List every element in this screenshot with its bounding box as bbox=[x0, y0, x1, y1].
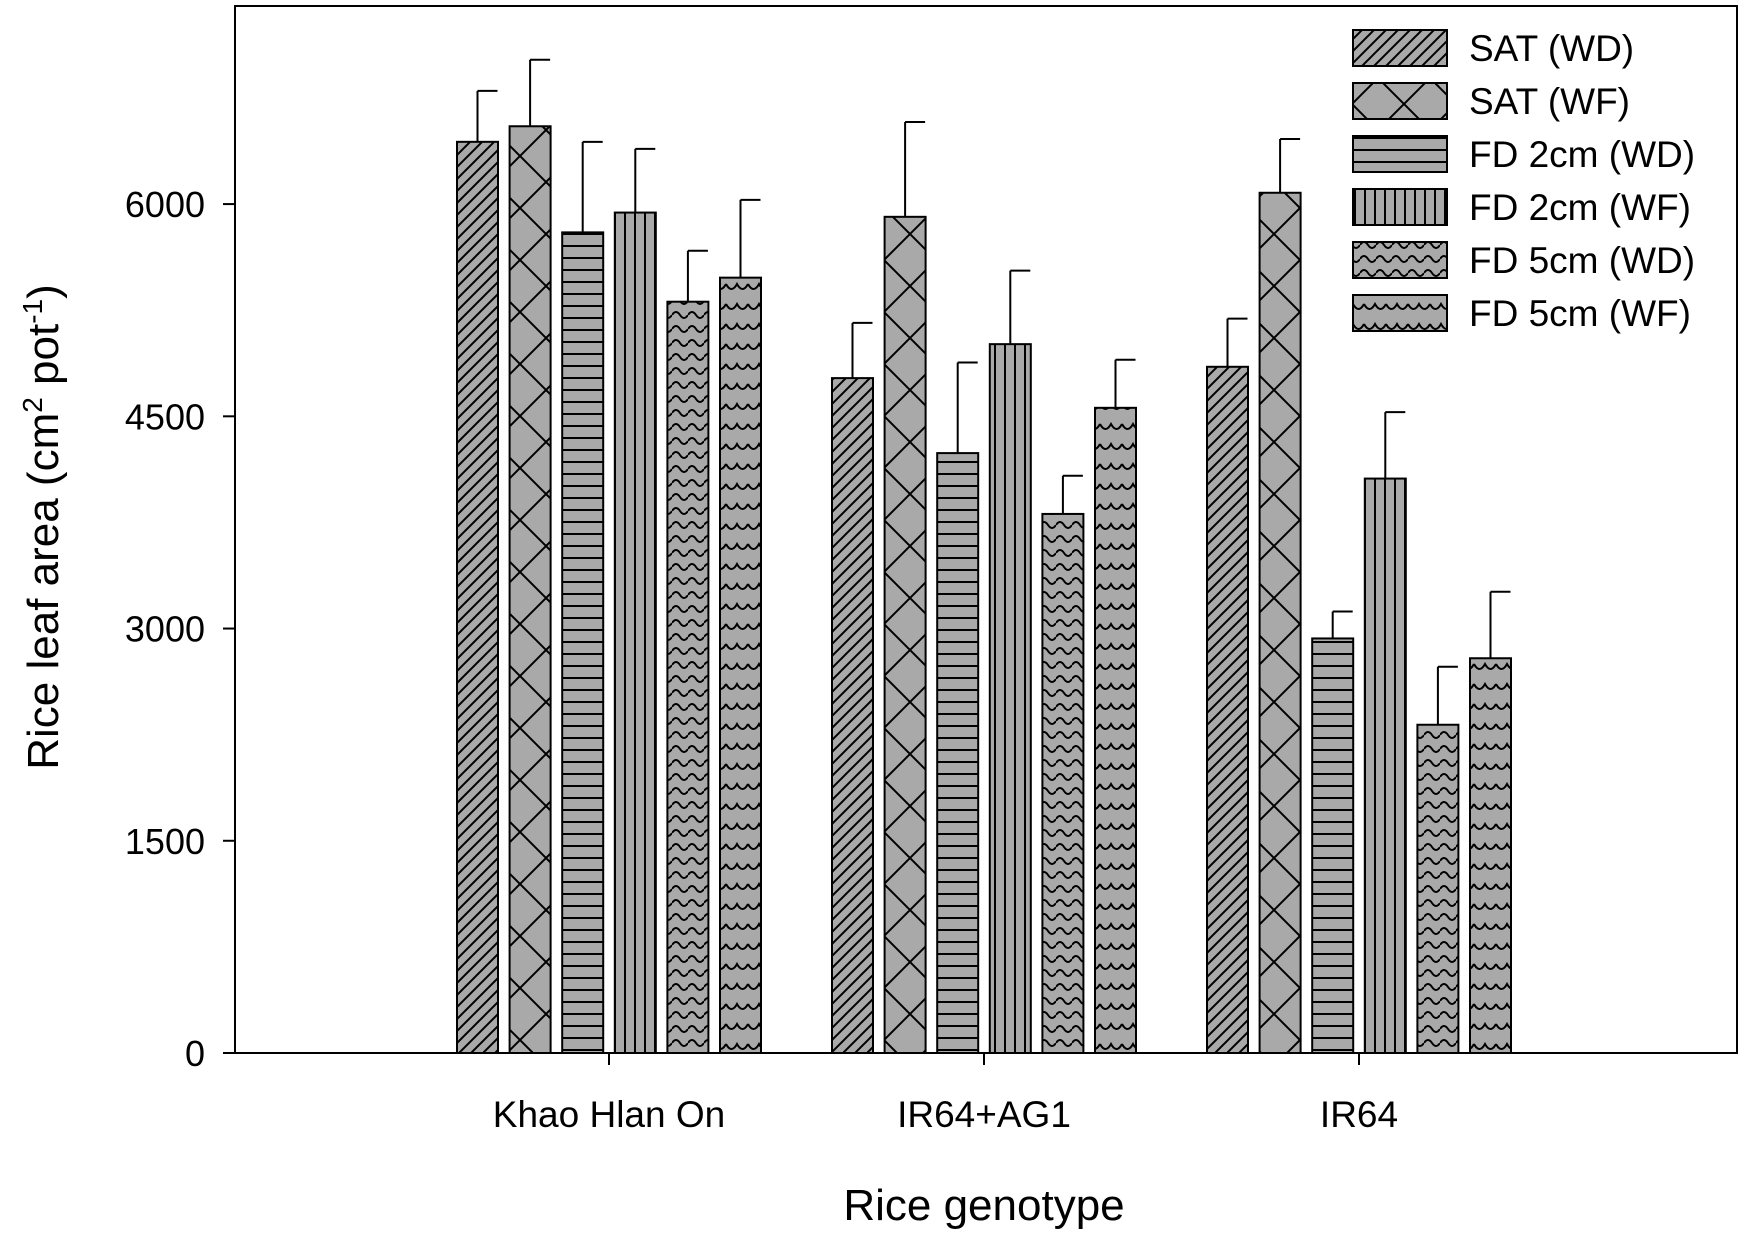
error-bar-2-1 bbox=[956, 361, 978, 454]
y-tick-label-1: 1500 bbox=[125, 821, 205, 862]
y-tick-label-4: 6000 bbox=[125, 184, 205, 225]
legend-swatch-3 bbox=[1352, 188, 1448, 226]
error-bar-1-2 bbox=[1279, 137, 1301, 193]
error-bar-5-0 bbox=[739, 198, 761, 278]
legend-item-4: FD 5cm (WD) bbox=[1352, 240, 1695, 281]
bar-3-0 bbox=[613, 211, 657, 1055]
error-bar-3-2 bbox=[1384, 411, 1406, 479]
y-title-main: Rice leaf area (cm bbox=[19, 413, 68, 770]
legend-label-1: SAT (WF) bbox=[1469, 81, 1630, 122]
x-tick-label-1: IR64+AG1 bbox=[897, 1094, 1071, 1135]
error-bar-5-2 bbox=[1489, 590, 1511, 659]
y-tick-label-2: 3000 bbox=[125, 609, 205, 650]
bars-layer bbox=[456, 125, 1512, 1055]
bar-4-2 bbox=[1416, 723, 1460, 1054]
error-bars-layer bbox=[476, 58, 1511, 725]
error-bar-1-0 bbox=[529, 58, 551, 127]
bar-2-0 bbox=[561, 231, 605, 1055]
error-bar-3-1 bbox=[1009, 269, 1031, 345]
legend-label-4: FD 5cm (WD) bbox=[1469, 240, 1695, 281]
bar-3-1 bbox=[988, 343, 1032, 1054]
error-bar-5-1 bbox=[1114, 358, 1136, 408]
axes-layer: 0 1500 3000 4500 6000 Khao Hlan On IR64+AG1 IR6… bbox=[125, 5, 1738, 1135]
bar-0-1 bbox=[831, 377, 874, 1055]
legend-label-5: FD 5cm (WF) bbox=[1469, 293, 1691, 334]
y-title-sup1: 2 bbox=[17, 397, 48, 413]
y-title-mid: pot bbox=[19, 324, 68, 397]
bar-0-2 bbox=[1206, 365, 1249, 1054]
error-bar-0-2 bbox=[1226, 317, 1248, 367]
error-bar-4-0 bbox=[686, 249, 708, 302]
legend-label-3: FD 2cm (WF) bbox=[1469, 187, 1691, 228]
legend-swatch-1 bbox=[1352, 82, 1448, 120]
legend-swatch-5 bbox=[1352, 294, 1448, 332]
bar-1-0 bbox=[508, 125, 552, 1055]
bar-1-2 bbox=[1258, 191, 1302, 1055]
bar-2-2 bbox=[1311, 637, 1355, 1054]
bar-5-1 bbox=[1094, 406, 1137, 1055]
legend-swatch-2 bbox=[1352, 135, 1448, 173]
legend-item-5: FD 5cm (WF) bbox=[1352, 293, 1691, 334]
x-tick-label-2: IR64 bbox=[1320, 1094, 1398, 1135]
bar-5-2 bbox=[1469, 657, 1512, 1054]
bar-4-1 bbox=[1041, 512, 1085, 1054]
legend: SAT (WD) SAT (WF) FD 2cm (WD) FD 2cm (WF) FD… bbox=[1352, 28, 1695, 334]
bar-1-1 bbox=[883, 215, 927, 1054]
y-tick-label-0: 0 bbox=[185, 1033, 205, 1074]
error-bar-4-2 bbox=[1436, 665, 1458, 725]
legend-label-0: SAT (WD) bbox=[1469, 28, 1634, 69]
y-title-end: ) bbox=[19, 284, 68, 299]
legend-item-0: SAT (WD) bbox=[1352, 28, 1634, 69]
legend-item-2: FD 2cm (WD) bbox=[1352, 134, 1695, 175]
x-tick-label-0: Khao Hlan On bbox=[493, 1094, 725, 1135]
bar-0-0 bbox=[456, 140, 499, 1054]
error-bar-0-1 bbox=[851, 321, 873, 379]
x-axis-title: Rice genotype bbox=[843, 1181, 1124, 1230]
y-title-sup2: -1 bbox=[17, 299, 48, 324]
error-bar-2-2 bbox=[1331, 610, 1353, 639]
legend-label-2: FD 2cm (WD) bbox=[1469, 134, 1695, 175]
bar-2-1 bbox=[936, 452, 980, 1054]
y-axis-title: Rice leaf area (cm2 pot-1) bbox=[17, 284, 68, 770]
error-bar-4-1 bbox=[1061, 474, 1083, 514]
bar-5-0 bbox=[719, 276, 762, 1054]
bar-3-2 bbox=[1363, 477, 1407, 1054]
legend-swatch-0 bbox=[1352, 29, 1448, 67]
error-bar-3-0 bbox=[634, 147, 656, 213]
plot-frame bbox=[234, 5, 1738, 1054]
y-tick-label-3: 4500 bbox=[125, 396, 205, 437]
error-bar-0-0 bbox=[476, 89, 498, 142]
legend-item-3: FD 2cm (WF) bbox=[1352, 187, 1691, 228]
legend-swatch-4 bbox=[1352, 241, 1448, 279]
error-bar-1-1 bbox=[904, 121, 926, 217]
bar-4-0 bbox=[666, 300, 710, 1054]
error-bar-2-0 bbox=[581, 140, 603, 233]
legend-item-1: SAT (WF) bbox=[1352, 81, 1630, 122]
